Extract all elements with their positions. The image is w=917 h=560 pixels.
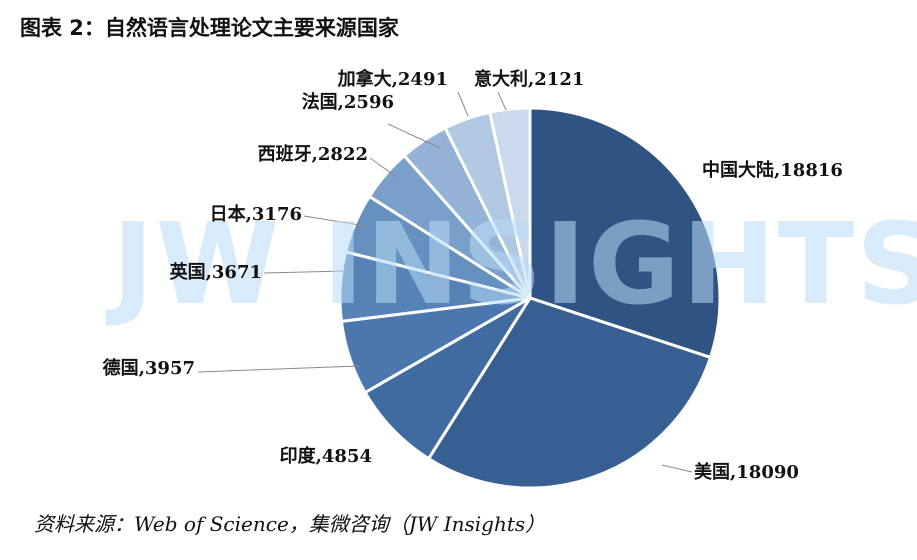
pie-slice-9: [488, 106, 532, 300]
source-note: 资料来源：Web of Science，集微咨询（JW Insights）: [34, 512, 546, 536]
slice-label-4: 英国,3671: [169, 261, 262, 283]
slice-label-3: 德国,3957: [103, 357, 195, 379]
pie-slices: [338, 106, 722, 490]
watermark: JW INSIGHTS: [105, 200, 917, 330]
leader-line-1: [661, 464, 693, 473]
slice-label-2: 印度,4854: [280, 445, 372, 467]
leader-line-5: [303, 215, 367, 227]
pie-slice-0: [528, 106, 722, 359]
leader-line-4: [263, 270, 347, 274]
slice-label-0: 中国大陆,18816: [702, 159, 843, 181]
leader-line-6: [369, 157, 399, 179]
pie-chart: JW INSIGHTS 中国大陆,18816 美国,18090 印度,4854 德国,…: [103, 68, 917, 490]
slice-labels: 中国大陆,18816 美国,18090 印度,4854 德国,3957 英国,3671 日…: [103, 68, 843, 483]
slice-label-8: 加拿大,2491: [337, 68, 448, 90]
pie-slice-2: [363, 296, 532, 461]
pie-slice-1: [427, 296, 712, 490]
leader-line-8: [457, 91, 469, 117]
slice-label-7: 法国,2596: [302, 91, 394, 113]
leader-line-3: [197, 365, 361, 373]
slice-label-5: 日本,3176: [210, 203, 302, 225]
slice-label-9: 意大利,2121: [474, 68, 584, 90]
leader-line-7: [387, 123, 441, 149]
leader-lines: [197, 91, 693, 473]
slice-label-6: 西班牙,2822: [258, 144, 368, 165]
chart-title: 图表 2：自然语言处理论文主要来源国家: [20, 16, 399, 40]
leader-line-9: [497, 91, 507, 111]
slice-label-1: 美国,18090: [694, 461, 799, 483]
